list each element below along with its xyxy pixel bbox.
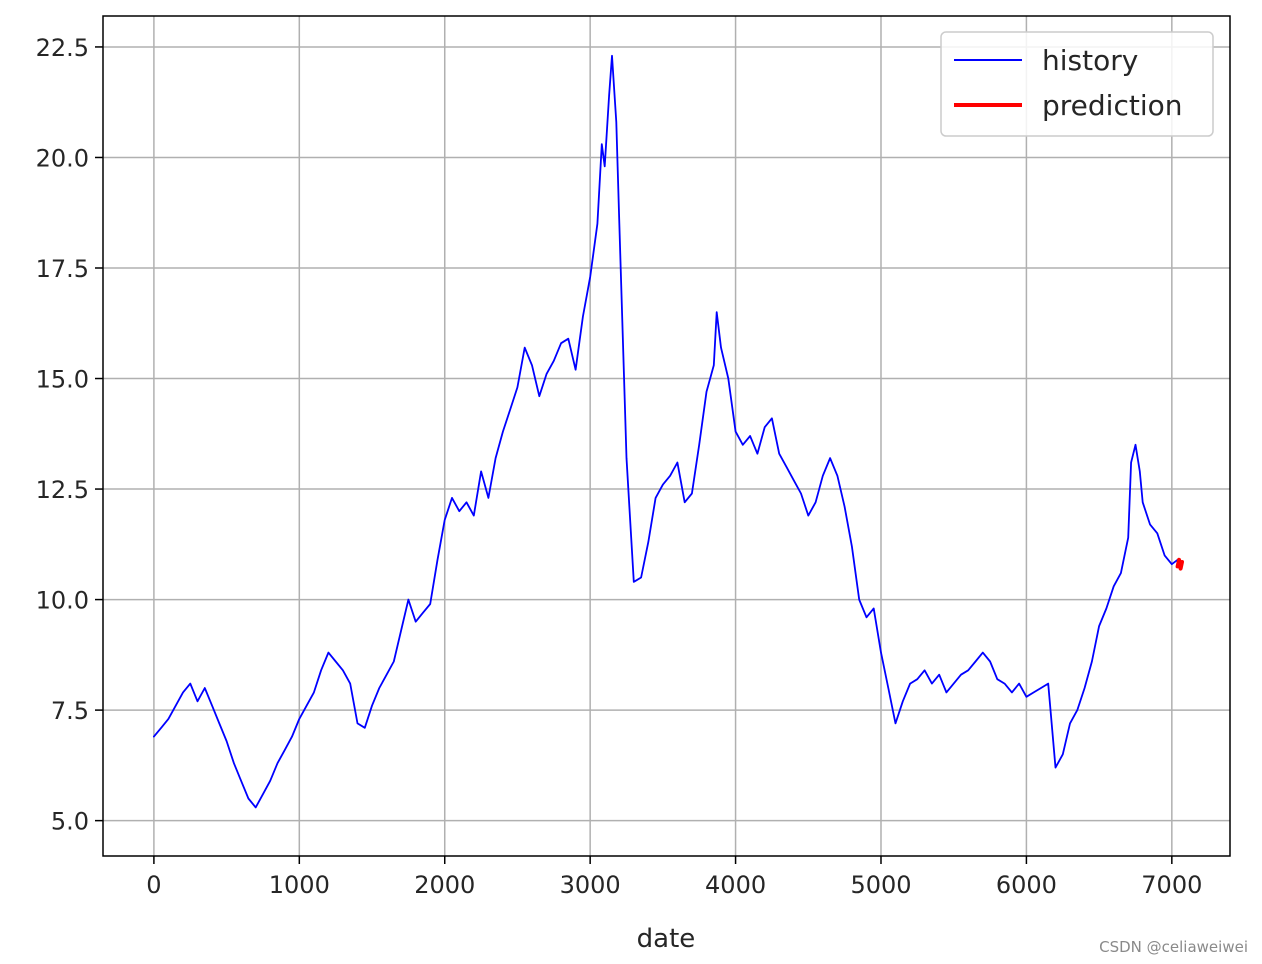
x-tick-label: 1000 xyxy=(269,871,330,899)
x-axis-label: date xyxy=(637,924,696,954)
y-tick-label: 7.5 xyxy=(51,697,89,725)
y-tick-label: 22.5 xyxy=(36,34,89,62)
grid xyxy=(103,16,1230,856)
x-tick-label: 6000 xyxy=(996,871,1057,899)
plot-background xyxy=(103,16,1230,856)
x-tick-label: 0 xyxy=(146,871,161,899)
y-tick-label: 20.0 xyxy=(36,144,89,172)
legend-box xyxy=(940,31,1214,137)
legend-label-history: history xyxy=(1042,44,1138,77)
ticks: 0 1000 2000 3000 4000 5000 6000 7000 5.0 7.5 10.0 1… xyxy=(36,34,1203,899)
legend-label-prediction: prediction xyxy=(1042,89,1182,122)
plot-frame xyxy=(102,15,1231,857)
x-tick-label: 3000 xyxy=(560,871,621,899)
x-tick-label: 2000 xyxy=(414,871,475,899)
series-line-prediction xyxy=(1175,557,1184,571)
y-tick-label: 5.0 xyxy=(51,808,89,836)
y-tick-label: 10.0 xyxy=(36,587,89,615)
y-tick-label: 12.5 xyxy=(36,476,89,504)
y-tick-label: 17.5 xyxy=(36,255,89,283)
series-line-history xyxy=(152,54,1179,809)
x-tick-label: 7000 xyxy=(1141,871,1202,899)
watermark: CSDN @celiaweiwei xyxy=(1099,938,1248,956)
legend: history prediction xyxy=(940,31,1214,137)
x-tick-label: 4000 xyxy=(705,871,766,899)
series-layer xyxy=(152,54,1184,809)
y-tick-label: 15.0 xyxy=(36,366,89,394)
x-tick-label: 5000 xyxy=(850,871,911,899)
